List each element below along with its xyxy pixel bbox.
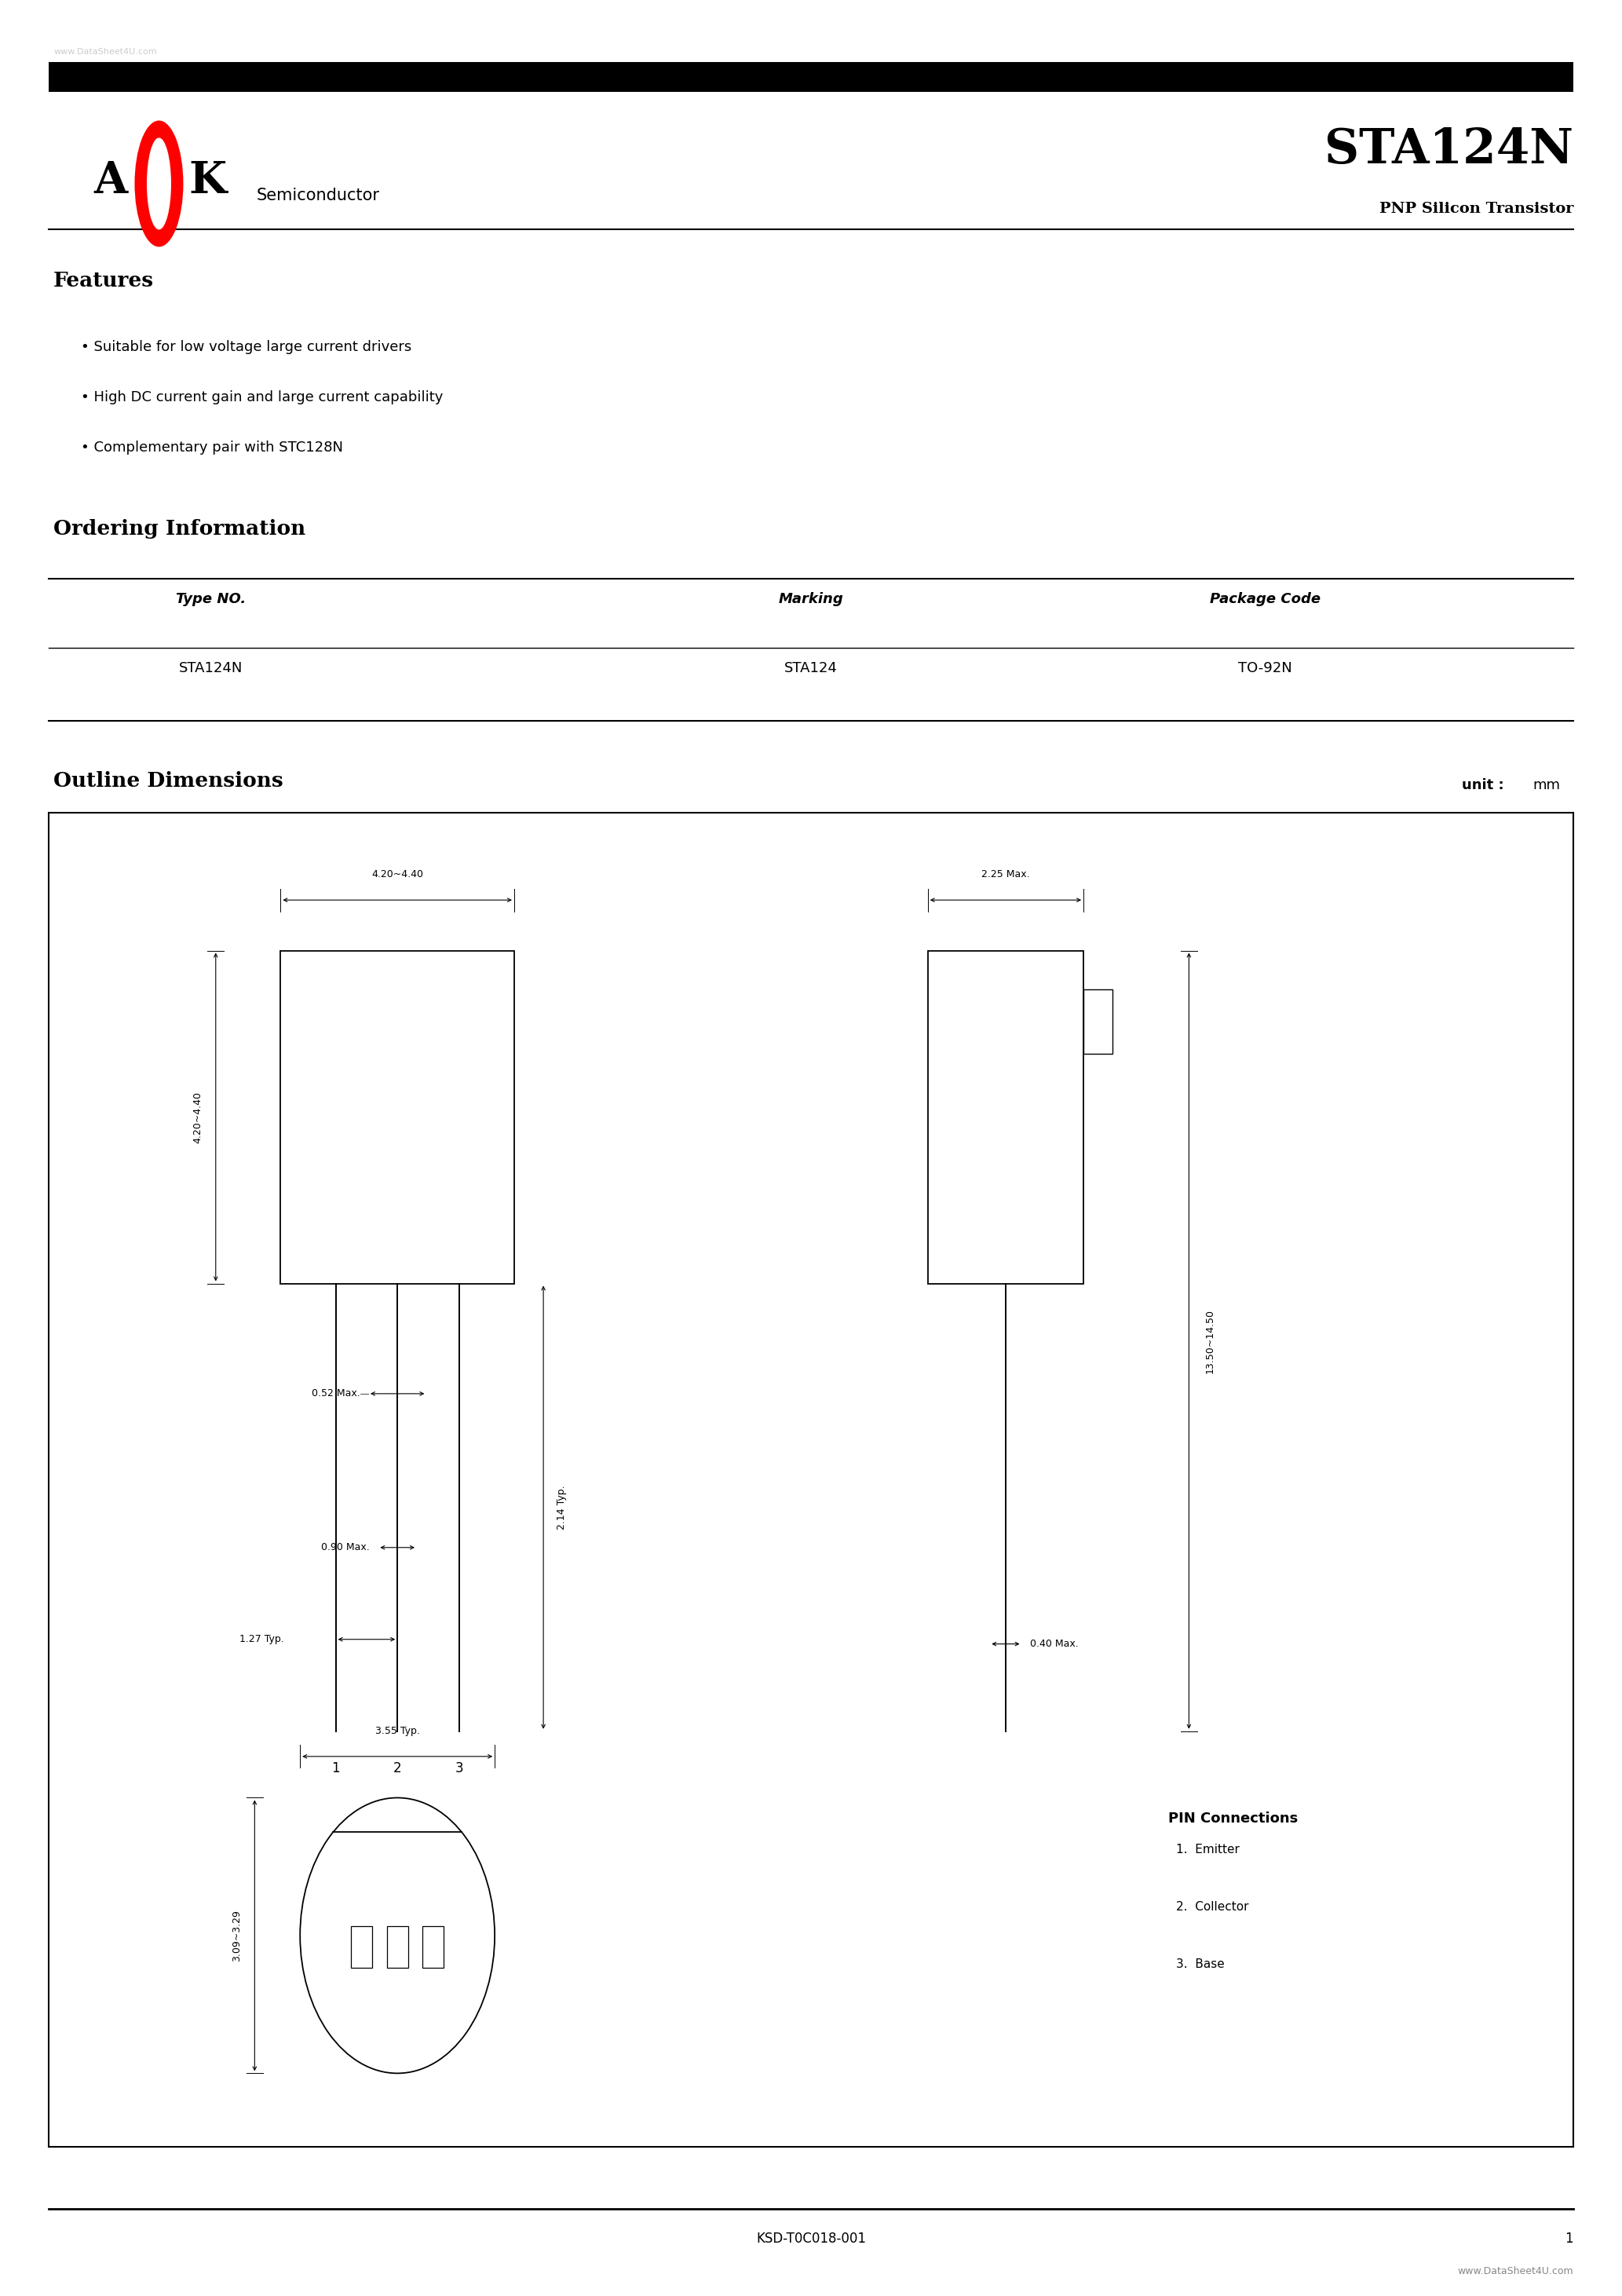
Text: PIN Connections: PIN Connections xyxy=(1168,1812,1298,1825)
Text: Features: Features xyxy=(54,271,154,292)
Text: Outline Dimensions: Outline Dimensions xyxy=(54,771,284,792)
Text: STA124N: STA124N xyxy=(1325,126,1573,174)
FancyBboxPatch shape xyxy=(49,62,1573,92)
Text: Marking: Marking xyxy=(779,592,843,606)
Text: • Complementary pair with STC128N: • Complementary pair with STC128N xyxy=(81,441,344,455)
Bar xyxy=(422,1926,444,1968)
Text: 2.  Collector: 2. Collector xyxy=(1176,1901,1249,1913)
Text: 1: 1 xyxy=(1565,2232,1573,2245)
Text: 3: 3 xyxy=(454,1761,464,1775)
Text: K: K xyxy=(188,161,227,202)
Text: STA124N: STA124N xyxy=(178,661,243,675)
Bar xyxy=(281,951,514,1283)
Text: TO-92N: TO-92N xyxy=(1238,661,1293,675)
Text: A: A xyxy=(94,161,127,202)
Text: Package Code: Package Code xyxy=(1210,592,1320,606)
Ellipse shape xyxy=(148,138,172,230)
Text: 3.  Base: 3. Base xyxy=(1176,1958,1225,1970)
Bar xyxy=(49,813,1573,2147)
Text: 0.90 Max.: 0.90 Max. xyxy=(321,1543,370,1552)
Text: 4.20~4.40: 4.20~4.40 xyxy=(371,870,423,879)
Text: 4.20~4.40: 4.20~4.40 xyxy=(193,1091,203,1143)
Text: Semiconductor: Semiconductor xyxy=(256,188,380,202)
Text: 1.27 Typ.: 1.27 Typ. xyxy=(240,1635,284,1644)
Text: 13.50~14.50: 13.50~14.50 xyxy=(1205,1309,1215,1373)
Text: • High DC current gain and large current capability: • High DC current gain and large current… xyxy=(81,390,443,404)
Text: 2: 2 xyxy=(393,1761,402,1775)
Text: 3.09~3.29: 3.09~3.29 xyxy=(232,1910,242,1961)
Text: Ordering Information: Ordering Information xyxy=(54,519,305,540)
Text: 1: 1 xyxy=(331,1761,341,1775)
Text: 2.14 Typ.: 2.14 Typ. xyxy=(556,1486,566,1529)
Text: www.DataSheet4U.com: www.DataSheet4U.com xyxy=(1458,2266,1573,2275)
Text: 2.25 Max.: 2.25 Max. xyxy=(981,870,1030,879)
Text: 0.40 Max.: 0.40 Max. xyxy=(1030,1639,1079,1649)
Text: PNP Silicon Transistor: PNP Silicon Transistor xyxy=(1379,202,1573,216)
Text: www.DataSheet4U.com: www.DataSheet4U.com xyxy=(54,48,157,55)
Text: unit :: unit : xyxy=(1461,778,1508,792)
Text: STA124: STA124 xyxy=(785,661,837,675)
Bar xyxy=(350,1926,373,1968)
Ellipse shape xyxy=(135,122,183,248)
Text: • Suitable for low voltage large current drivers: • Suitable for low voltage large current… xyxy=(81,340,412,354)
Bar xyxy=(1083,990,1113,1054)
Text: 3.55 Typ.: 3.55 Typ. xyxy=(375,1727,420,1736)
Text: Type NO.: Type NO. xyxy=(175,592,247,606)
Text: 0.52 Max.: 0.52 Max. xyxy=(311,1389,360,1398)
Bar xyxy=(386,1926,409,1968)
Text: 1.  Emitter: 1. Emitter xyxy=(1176,1844,1239,1855)
Bar xyxy=(928,951,1083,1283)
Text: mm: mm xyxy=(1533,778,1560,792)
Text: KSD-T0C018-001: KSD-T0C018-001 xyxy=(756,2232,866,2245)
